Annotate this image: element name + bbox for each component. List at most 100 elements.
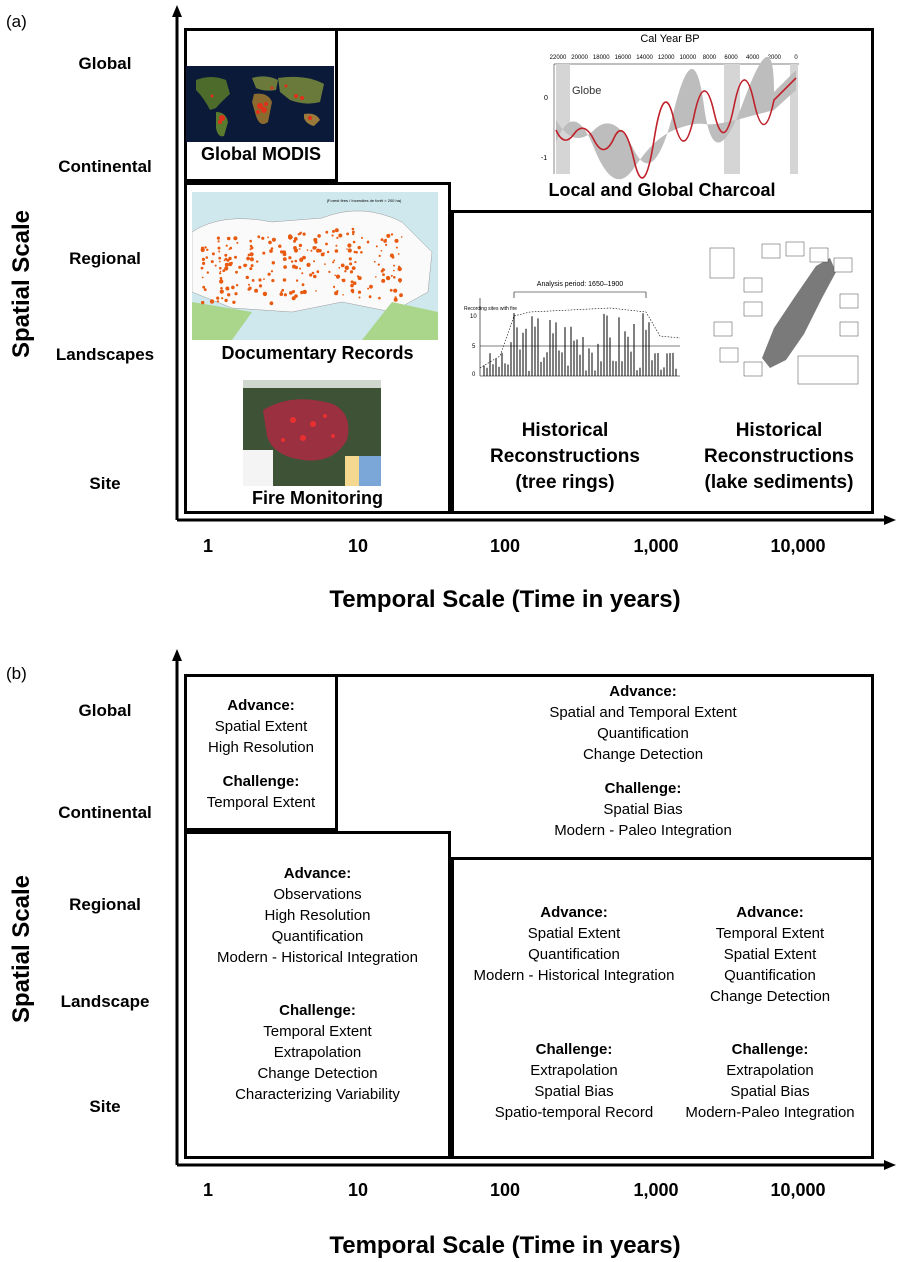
fire-dot bbox=[234, 292, 238, 296]
historical-box bbox=[451, 210, 874, 514]
fire-dot bbox=[334, 291, 339, 296]
fire-dot bbox=[262, 251, 266, 255]
fire-dot bbox=[390, 233, 394, 236]
fire-dot bbox=[261, 236, 265, 240]
fire-dot bbox=[293, 239, 296, 243]
fire-dot bbox=[385, 275, 391, 281]
fire-dot bbox=[352, 230, 355, 234]
fire-dot bbox=[398, 278, 402, 283]
fire-dot bbox=[238, 265, 242, 269]
fire-dot bbox=[295, 279, 299, 282]
charcoal-xtick: 20000 bbox=[571, 55, 588, 61]
fire-dot bbox=[287, 234, 293, 239]
fire-dot bbox=[217, 246, 221, 250]
fire-dot bbox=[317, 234, 321, 238]
fire-dot bbox=[290, 260, 294, 263]
fire-dot bbox=[201, 300, 205, 305]
fire-dot bbox=[325, 230, 329, 234]
fire-dot bbox=[224, 262, 229, 267]
doc-map-title: (Forest fires / Incendies de forêt > 200… bbox=[327, 198, 402, 203]
fire-dot bbox=[333, 285, 336, 288]
charcoal-xtick: 22000 bbox=[550, 55, 567, 61]
fire-dot bbox=[219, 279, 224, 284]
charcoal-ytick-0: 0 bbox=[544, 95, 548, 102]
fire-dot bbox=[201, 257, 205, 261]
fire-dot bbox=[389, 288, 393, 292]
modis-world-map-image bbox=[186, 66, 334, 142]
documentary-box bbox=[184, 182, 451, 514]
modis-box bbox=[184, 28, 338, 182]
fire-dot bbox=[382, 273, 385, 276]
y-level-global: Global bbox=[78, 54, 132, 73]
fire-dot bbox=[332, 261, 335, 264]
fire-dot bbox=[225, 244, 228, 247]
fire-dot bbox=[323, 252, 325, 255]
x-level-100: 100 bbox=[489, 536, 521, 556]
fire-dot bbox=[252, 279, 255, 282]
fire-dot bbox=[249, 252, 254, 257]
fire-dot bbox=[378, 254, 381, 257]
x-level-10: 10 bbox=[347, 536, 369, 556]
fire-dot bbox=[386, 233, 391, 238]
fire-dot bbox=[297, 233, 300, 236]
fire-dot bbox=[336, 290, 339, 293]
fire-dot bbox=[225, 286, 230, 291]
fire-dot bbox=[380, 238, 384, 241]
fire-dot bbox=[302, 232, 306, 236]
fire-dot bbox=[202, 261, 206, 265]
fire-dot bbox=[293, 248, 299, 253]
fire-dot bbox=[357, 276, 362, 281]
y-axis-title: Spatial Scale bbox=[8, 209, 35, 359]
fire-dot bbox=[393, 269, 395, 272]
fire-dot bbox=[344, 265, 349, 270]
fire-monitoring-caption: Fire Monitoring bbox=[252, 488, 383, 508]
fire-dot bbox=[230, 261, 233, 265]
fire-dot bbox=[262, 291, 268, 297]
lake-sediments-caption: Historical Reconstructions (lake sedimen… bbox=[704, 420, 854, 493]
charcoal-xtick: 10000 bbox=[679, 55, 696, 61]
fire-dot bbox=[250, 264, 254, 268]
fire-dot bbox=[302, 289, 307, 295]
b-x-level-1: 1 bbox=[202, 1180, 213, 1200]
fire-dot bbox=[316, 270, 320, 274]
fire-dot bbox=[294, 294, 298, 298]
fire-dot bbox=[314, 246, 317, 249]
fire-dot bbox=[332, 229, 335, 233]
charcoal-xtick: 6000 bbox=[724, 55, 738, 61]
b-box1-text: Advance: Spatial Extent High Resolution … bbox=[206, 697, 316, 811]
fire-dot bbox=[393, 276, 396, 279]
fire-dot bbox=[219, 260, 221, 263]
fire-dot bbox=[219, 289, 224, 294]
fire-dot bbox=[400, 236, 403, 238]
fire-dot bbox=[352, 232, 355, 236]
charcoal-xtick: 8000 bbox=[703, 55, 717, 61]
fire-dot bbox=[358, 296, 361, 299]
modis-caption: Global MODIS bbox=[200, 144, 321, 164]
b-x-axis-title: Temporal Scale (Time in years) bbox=[329, 1232, 681, 1259]
fire-dot bbox=[248, 283, 250, 286]
documentary-canada-map-image: (Forest fires / Incendies de forêt > 200… bbox=[192, 192, 438, 340]
y-level-landscapes: Landscapes bbox=[55, 345, 155, 364]
fire-dot bbox=[350, 280, 354, 284]
b-y-level-landscape: Landscape bbox=[60, 992, 150, 1011]
fire-dot bbox=[347, 248, 352, 253]
b-x-level-10000: 10,000 bbox=[770, 1180, 826, 1200]
panel-b-axes bbox=[172, 649, 896, 1170]
b-box-1 bbox=[184, 674, 338, 831]
fire-dot bbox=[216, 296, 220, 300]
fire-dot bbox=[200, 247, 205, 253]
fire-dot bbox=[366, 240, 370, 244]
fire-dot bbox=[247, 253, 251, 257]
fire-dot bbox=[258, 284, 263, 288]
fire-dot bbox=[269, 249, 273, 253]
fire-dot bbox=[349, 262, 353, 266]
fire-dot bbox=[245, 264, 248, 266]
fire-dot bbox=[367, 287, 370, 290]
tree-ring-ytick-2: 0 bbox=[472, 372, 476, 378]
fire-dot bbox=[280, 291, 283, 293]
fire-dot bbox=[357, 245, 361, 250]
tree-ring-chart-title: Analysis period: 1650–1900 bbox=[537, 281, 624, 288]
fire-dot bbox=[380, 249, 383, 252]
fire-dot bbox=[389, 253, 394, 258]
x-level-1000: 1,000 bbox=[633, 536, 679, 556]
